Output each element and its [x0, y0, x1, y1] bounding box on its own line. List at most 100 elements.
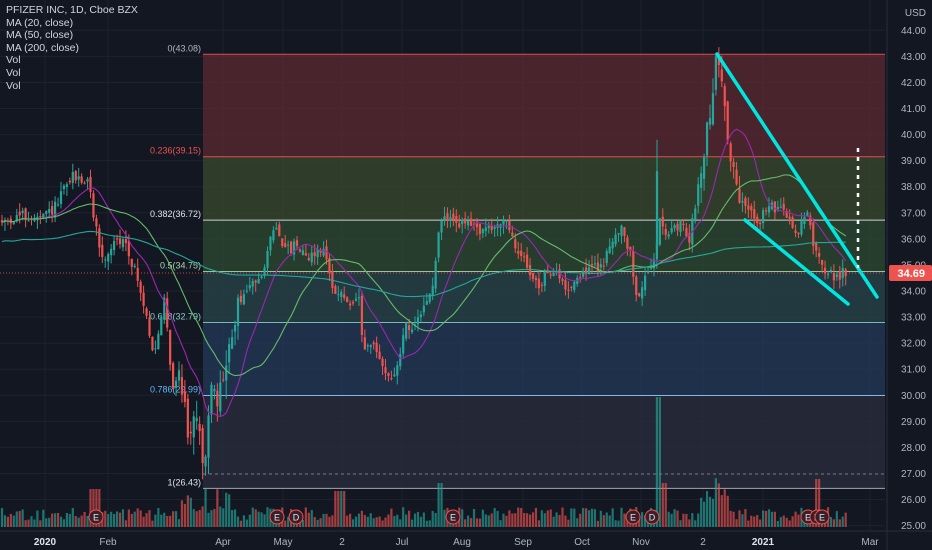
volume-bar	[688, 519, 691, 527]
volume-bar	[89, 489, 92, 527]
candle-body	[652, 259, 656, 269]
candle-body	[623, 227, 626, 236]
volume-bar	[210, 510, 213, 527]
volume-bar	[611, 508, 614, 527]
fib-label: 0.236(39.15)	[150, 146, 201, 156]
candle-body	[136, 267, 139, 281]
price-tick-label: 43.00	[901, 52, 926, 63]
candle-body	[127, 240, 130, 257]
volume-bar	[475, 518, 479, 527]
indicator-ma20[interactable]: MA (20, close)	[6, 16, 74, 29]
volume-bar	[658, 397, 661, 527]
volume-bar	[378, 516, 381, 527]
volume-bar	[552, 516, 555, 527]
volume-bar	[841, 516, 844, 527]
candle-body	[27, 220, 30, 222]
candle-body	[818, 252, 821, 257]
volume-bar	[419, 516, 422, 527]
candle-body	[325, 246, 328, 260]
volume-bar	[608, 515, 611, 527]
ma200-line	[1, 230, 846, 298]
volume-bar	[729, 510, 732, 527]
candle-body	[316, 249, 319, 258]
candle-body	[764, 210, 768, 212]
event-markers[interactable]: EEDEEDEEE	[88, 509, 830, 525]
indicator-ma200[interactable]: MA (200, close)	[6, 41, 79, 54]
candle-body	[257, 278, 260, 284]
volume-bar	[62, 519, 66, 527]
fibonacci-retracement[interactable]: 0(43.08) 0.236(39.15) 0.382(36.72) 0.5(34.7…	[150, 43, 885, 489]
candle-body	[363, 337, 366, 350]
dividend-marker[interactable]: D	[644, 509, 660, 525]
trendline-drawings[interactable]	[715, 52, 879, 306]
marker-circle	[644, 509, 660, 525]
indicator-vol-3[interactable]: Vol	[6, 79, 21, 92]
candle-body	[0, 220, 4, 223]
volume-bar	[18, 511, 21, 527]
candle-body	[481, 229, 484, 234]
volume-bar	[121, 509, 125, 527]
earnings-marker[interactable]: E	[625, 509, 641, 525]
volume-bar	[325, 513, 328, 527]
earnings-marker[interactable]: E	[88, 509, 104, 525]
indicator-vol-1[interactable]: Vol	[6, 54, 21, 67]
symbol-title[interactable]: PFIZER INC, 1D, Cboe BZX	[6, 4, 138, 16]
candle-body	[664, 228, 667, 235]
candle-body	[688, 233, 691, 243]
indicator-ma50[interactable]: MA (50, close)	[6, 29, 74, 42]
volume-bar	[195, 511, 198, 527]
volume-bar	[617, 520, 620, 527]
earnings-marker[interactable]: E	[269, 509, 285, 525]
volume-bar	[555, 512, 558, 527]
volume-bar	[375, 517, 378, 527]
candlesticks[interactable]	[0, 47, 847, 480]
fib-zone	[203, 54, 885, 157]
volume-bar	[664, 483, 667, 527]
candle-body	[310, 252, 313, 263]
earnings-marker[interactable]: E	[814, 509, 830, 525]
candle-body	[511, 232, 514, 237]
volume-bar	[585, 508, 588, 527]
indicator-vol-2[interactable]: Vol	[6, 66, 21, 79]
volume-bar	[248, 514, 251, 527]
volume-bar	[732, 511, 735, 527]
candle-body	[207, 415, 210, 458]
candle-body	[351, 301, 355, 304]
volume-bar	[520, 508, 523, 527]
volume-bar	[139, 510, 142, 527]
volume-bar	[260, 512, 263, 527]
candle-body	[366, 345, 369, 347]
volume-bar	[21, 509, 24, 527]
volume-bar	[68, 513, 71, 527]
candle-body	[756, 216, 759, 224]
volume-bar	[782, 515, 785, 527]
candle-body	[523, 256, 526, 258]
candle-body	[139, 281, 142, 293]
marker-label: D	[649, 513, 656, 523]
candle-body	[573, 281, 576, 291]
time-axis[interactable]: 2020 Feb Apr May 2 Jul Aug Sep Oct Nov 2 2021 Mar	[0, 530, 932, 548]
candle-body	[272, 230, 275, 241]
candle-body	[455, 216, 458, 223]
marker-circle	[445, 509, 461, 525]
candle-body	[788, 216, 791, 219]
candle-body	[225, 365, 228, 381]
candle-body	[233, 324, 237, 332]
candle-body	[130, 258, 133, 267]
earnings-marker[interactable]: E	[445, 509, 461, 525]
candle-body	[593, 263, 597, 265]
dividend-marker[interactable]: D	[288, 509, 304, 525]
volume-bar	[422, 512, 425, 527]
candle-body	[658, 218, 661, 245]
candle-body	[98, 228, 101, 248]
candle-body	[239, 295, 243, 302]
volume-bar	[71, 507, 74, 527]
candle-body	[679, 221, 682, 232]
volume-bar	[369, 513, 372, 527]
candle-body	[145, 308, 148, 316]
candle-body	[284, 243, 287, 248]
fib-zone	[203, 322, 885, 396]
volume-bar	[0, 508, 4, 527]
